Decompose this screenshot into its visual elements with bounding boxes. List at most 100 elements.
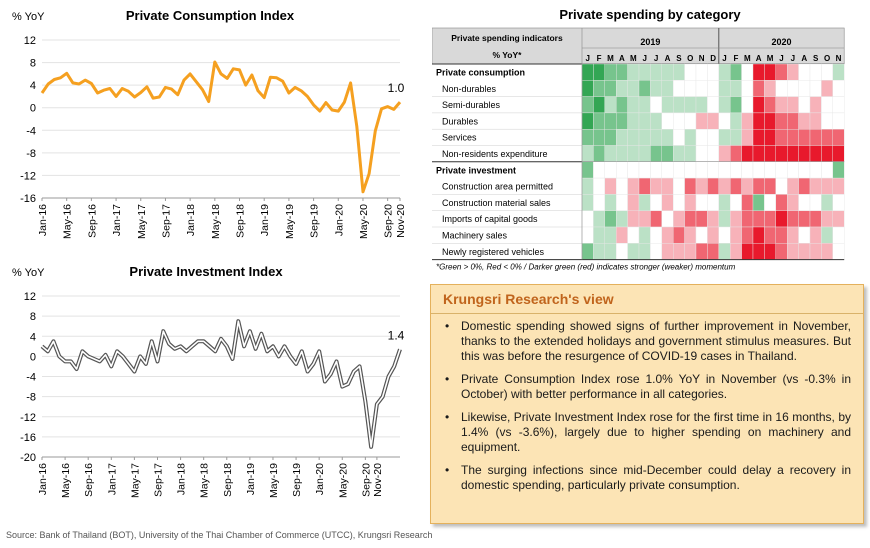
heatmap-cell — [832, 210, 845, 228]
bullet-icon: • — [445, 463, 450, 477]
y-axis-label: % YoY — [12, 267, 45, 279]
heatmap-cell — [707, 194, 719, 211]
heatmap-cell — [752, 177, 765, 195]
heatmap-cell — [627, 128, 640, 146]
heatmap-cell — [741, 112, 754, 130]
heatmap-cell — [593, 161, 605, 179]
heatmap-cell — [627, 63, 640, 81]
heatmap-cell — [661, 112, 674, 130]
heatmap-cell — [775, 194, 788, 211]
month-label: M — [607, 54, 614, 63]
x-tick-label: Sep-20 — [383, 204, 395, 238]
x-tick-label: May-16 — [60, 463, 72, 498]
x-tick-label: Sep-19 — [309, 204, 321, 238]
heatmap-cell — [718, 226, 731, 244]
heatmap-cell — [821, 128, 833, 146]
month-label: A — [801, 54, 807, 63]
heatmap-cell — [832, 226, 845, 244]
heatmap-cell — [764, 96, 776, 114]
row-label: Machinery sales — [442, 231, 508, 241]
heatmap-cell — [581, 226, 594, 244]
series-line — [40, 60, 402, 194]
heatmap-cell — [672, 226, 685, 244]
heatmap-cell — [661, 177, 674, 195]
x-tick-label: Jan-17 — [111, 204, 123, 236]
heatmap-cell — [718, 80, 731, 97]
bullet-text: The surging infections since mid-Decembe… — [461, 463, 851, 492]
heatmap-cell — [730, 63, 742, 81]
heatmap-cell — [707, 243, 719, 260]
heatmap-cell — [695, 194, 708, 211]
heatmap-cell — [615, 210, 628, 228]
month-label: F — [597, 54, 602, 63]
heatmap-cell — [638, 128, 651, 146]
chart-title: Private Consumption Index — [126, 8, 295, 23]
heatmap-cell — [764, 177, 776, 195]
row-label: Semi-durables — [442, 100, 501, 110]
heatmap-cell — [730, 226, 742, 244]
x-tick-label: Jan-20 — [314, 463, 326, 495]
heatmap-cell — [661, 63, 674, 81]
x-tick-label: Jan-16 — [37, 463, 49, 495]
x-tick-label: May-17 — [136, 204, 148, 239]
series-line — [41, 320, 401, 448]
heatmap-cell — [787, 194, 799, 211]
x-tick-label: Sep-16 — [86, 204, 98, 238]
x-tick-label: Jan-20 — [333, 204, 345, 236]
x-tick-label: Sep-17 — [152, 463, 164, 497]
heatmap-cell — [638, 194, 651, 211]
heatmap-cell — [730, 96, 742, 114]
heatmap-cell — [650, 63, 662, 81]
bullet-icon: • — [445, 410, 450, 424]
heatmap-cell — [604, 80, 617, 97]
heatmap-cell — [627, 112, 640, 130]
heatmap-cell — [764, 243, 776, 260]
heatmap-cell — [775, 128, 788, 146]
bullet-item: • The surging infections since mid-Decemb… — [443, 463, 851, 493]
y-tick-label: 12 — [24, 35, 36, 47]
heatmap-cell — [787, 112, 799, 130]
heatmap-cell — [752, 145, 765, 162]
heatmap-cell — [581, 63, 594, 81]
heatmap-cell — [764, 161, 776, 179]
heatmap-cell — [593, 128, 605, 146]
heatmap-cell — [798, 210, 811, 228]
heatmap-cell — [730, 210, 742, 228]
heatmap-cell — [718, 243, 731, 260]
heatmap-cell — [787, 210, 799, 228]
y-tick-label: 4 — [30, 80, 36, 92]
heatmap-cell — [718, 194, 731, 211]
heatmap-cell — [821, 177, 833, 195]
research-view-panel: Krungsri Research's view • Domestic spend… — [430, 284, 864, 524]
source-note: Source: Bank of Thailand (BOT), Universi… — [6, 530, 433, 540]
heatmap-cell — [764, 128, 776, 146]
bullet-item: • Private Consumption Index rose 1.0% YoY… — [443, 372, 851, 402]
heatmap-cell — [821, 210, 833, 228]
private-investment-chart: Private Investment Index % YoY 12 8 4 0 -4 -8 -1… — [12, 264, 405, 498]
heatmap-cell — [775, 112, 788, 130]
heatmap-cell — [798, 63, 811, 81]
heatmap-cell — [695, 128, 708, 146]
row-label: Non-durables — [442, 84, 497, 94]
heatmap-cell — [787, 161, 799, 179]
heatmap-cell — [798, 194, 811, 211]
heatmap-cell — [615, 243, 628, 260]
heatmap-cell — [798, 80, 811, 97]
heatmap-cell — [821, 243, 833, 260]
heatmap-cell — [650, 194, 662, 211]
heatmap-cell — [672, 112, 685, 130]
heatmap-cell — [650, 145, 662, 162]
y-tick-label: -8 — [26, 392, 36, 404]
data-label-last: 1.0 — [388, 81, 405, 95]
heatmap-cell — [661, 194, 674, 211]
heatmap-cell — [775, 96, 788, 114]
heatmap-cell — [707, 112, 719, 130]
heatmap-cell — [764, 80, 776, 97]
y-tick-label: 0 — [30, 103, 36, 115]
heatmap-cell — [798, 161, 811, 179]
y-tick-label: -12 — [20, 412, 36, 424]
month-label: M — [630, 54, 637, 63]
heatmap-cell — [593, 210, 605, 228]
heatmap-cell — [821, 145, 833, 162]
heatmap-cell — [832, 243, 845, 260]
